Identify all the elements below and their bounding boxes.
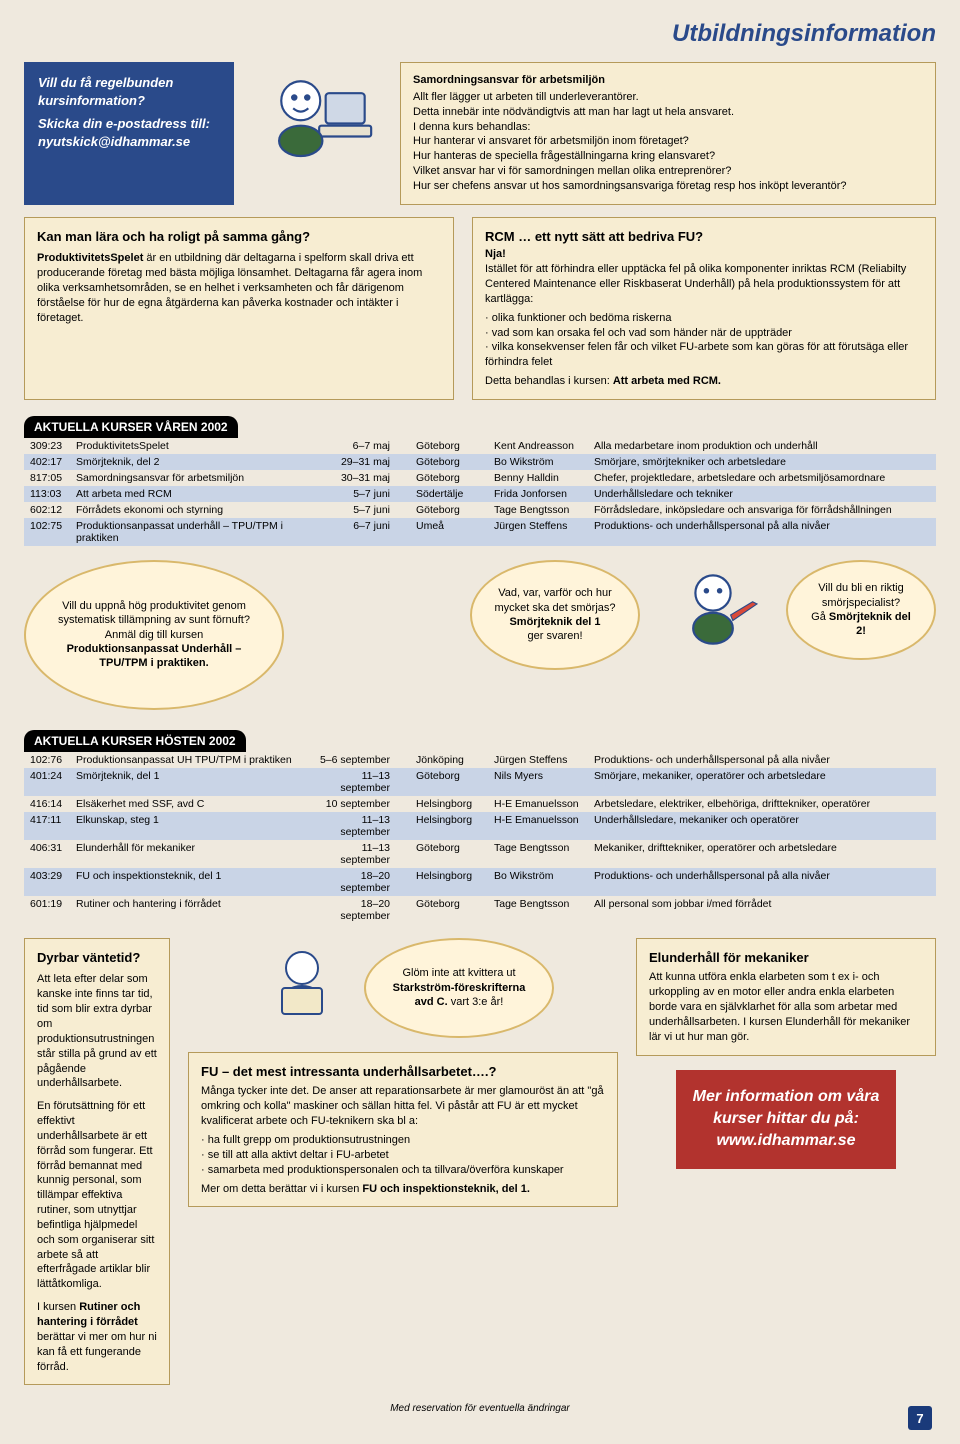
dyrbar-box: Dyrbar väntetid? Att leta efter delar so…: [24, 938, 170, 1385]
bubble2-l1: Vad, var, varför och hur mycket ska det …: [492, 586, 618, 615]
bottom-row: Dyrbar väntetid? Att leta efter delar so…: [24, 938, 936, 1385]
red-block: Mer information om våra kurser hittar du…: [676, 1070, 896, 1169]
rcm-p2: Detta behandlas i kursen: Att arbeta med…: [485, 374, 923, 389]
bubble3-l1: Vill du bli en riktig smörjspecialist?: [808, 581, 914, 610]
bottom-right: Elunderhåll för mekaniker Att kunna utfö…: [636, 938, 936, 1169]
newsletter-block: Vill du få regelbunden kursinformation? …: [24, 62, 234, 205]
table-row: 403:29FU och inspektionsteknik, del 118–…: [24, 868, 936, 896]
mid-bubbles: Vill du uppnå hög produktivitet genom sy…: [24, 560, 936, 710]
fu-bullets: ha fullt grepp om produktionsutrustninge…: [201, 1133, 605, 1178]
fu-box: FU – det mest intressanta underhållsarbe…: [188, 1052, 618, 1207]
table-row: 102:75Produktionsanpassat underhåll – TP…: [24, 518, 936, 546]
dyrbar-p2: En förutsättning för ett effektivt under…: [37, 1099, 157, 1292]
rcm-head: RCM … ett nytt sätt att bedriva FU?: [485, 228, 923, 246]
dyrbar-head: Dyrbar väntetid?: [37, 949, 157, 967]
bubble1-l2: Anmäl dig till kursen: [46, 628, 262, 642]
table-row: 406:31Elunderhåll för mekaniker11–13 sep…: [24, 840, 936, 868]
newsletter-l2: Skicka din e-postadress till: nyutskick@…: [38, 115, 220, 150]
page-title: Utbildningsinformation: [24, 20, 936, 48]
fu-p2: Mer om detta berättar vi i kursen FU och…: [201, 1182, 605, 1197]
table-row: 817:05Samordningsansvar för arbetsmiljön…: [24, 470, 936, 486]
rcm-b2: vad som kan orsaka fel och vad som hände…: [485, 326, 923, 341]
bottom-mid: Glöm inte att kvittera ut Starkström-för…: [188, 938, 618, 1207]
bubble2-l2: Smörjteknik del 1: [492, 615, 618, 629]
page-number: 7: [908, 1406, 932, 1430]
spring-table: 309:23ProduktivitetsSpelet6–7 majGötebor…: [24, 438, 936, 546]
red-l1: Mer information om våra kurser hittar du…: [690, 1086, 882, 1131]
fall-table: 102:76Produktionsanpassat UH TPU/TPM i p…: [24, 752, 936, 924]
dyrbar-p1: Att leta efter delar som kanske inte fin…: [37, 972, 157, 1091]
table-row: 102:76Produktionsanpassat UH TPU/TPM i p…: [24, 752, 936, 768]
samo-p1: Allt fler lägger ut arbeten till underle…: [413, 90, 923, 105]
bubble-smorj1: Vad, var, varför och hur mycket ska det …: [470, 560, 640, 670]
newsletter-l1: Vill du få regelbunden kursinformation?: [38, 74, 220, 109]
table-row: 309:23ProduktivitetsSpelet6–7 majGötebor…: [24, 438, 936, 454]
samo-b3: Vilket ansvar har vi för samordningen me…: [413, 164, 923, 179]
red-l2: www.idhammar.se: [690, 1130, 882, 1152]
rcm-nja: Nja!: [485, 247, 923, 262]
rcm-b1: olika funktioner och bedöma riskerna: [485, 311, 923, 326]
table-row: 416:14Elsäkerhet med SSF, avd C10 septem…: [24, 796, 936, 812]
prod-text: ProduktivitetsSpelet ProduktivitetsSpele…: [37, 251, 441, 325]
samo-head: Samordningsansvar för arbetsmiljön: [413, 73, 923, 88]
samo-b1: Hur hanterar vi ansvaret för arbetsmiljö…: [413, 134, 923, 149]
fu-b3: samarbeta med produktionspersonalen och …: [201, 1163, 605, 1178]
table-row: 601:19Rutiner och hantering i förrådet18…: [24, 896, 936, 924]
spring-header: AKTUELLA KURSER VÅREN 2002: [24, 416, 238, 438]
top-row: Vill du få regelbunden kursinformation? …: [24, 62, 936, 205]
bubble4-text: Glöm inte att kvittera ut Starkström-för…: [386, 966, 532, 1009]
table-row: 113:03Att arbeta med RCM5–7 juniSödertäl…: [24, 486, 936, 502]
mascot-computer-icon: [252, 62, 382, 172]
prod-head: Kan man lära och ha roligt på samma gång…: [37, 228, 441, 246]
rcm-box: RCM … ett nytt sätt att bedriva FU? Nja!…: [472, 217, 936, 400]
fu-b1: ha fullt grepp om produktionsutrustninge…: [201, 1133, 605, 1148]
prod-box: Kan man lära och ha roligt på samma gång…: [24, 217, 454, 400]
bubble1-l1: Vill du uppnå hög produktivitet genom sy…: [46, 599, 262, 628]
samo-p2: Detta innebär inte nödvändigtvis att man…: [413, 105, 923, 120]
bubble-smorj2: Vill du bli en riktig smörjspecialist? G…: [786, 560, 936, 660]
rcm-p1: Istället för att förhindra eller upptäck…: [485, 262, 923, 307]
bubble3-l2: Gå Smörjteknik del 2!: [808, 610, 914, 639]
bubble1-l3: Produktionsanpassat Underhåll – TPU/TPM …: [46, 642, 262, 671]
second-row: Kan man lära och ha roligt på samma gång…: [24, 217, 936, 400]
fu-p1: Många tycker inte det. De anser att repa…: [201, 1084, 605, 1129]
table-row: 417:11Elkunskap, steg 111–13 septemberHe…: [24, 812, 936, 840]
table-row: 602:12Förrådets ekonomi och styrning5–7 …: [24, 502, 936, 518]
rcm-bullets: olika funktioner och bedöma riskerna vad…: [485, 311, 923, 370]
table-row: 402:17Smörjteknik, del 229–31 majGötebor…: [24, 454, 936, 470]
mascot-reading-icon: [252, 938, 352, 1038]
mascot-oilcan-icon: [658, 560, 768, 670]
elund-head: Elunderhåll för mekaniker: [649, 949, 923, 967]
footer-note: Med reservation för eventuella ändringar: [24, 1403, 936, 1414]
fu-head: FU – det mest intressanta underhållsarbe…: [201, 1063, 605, 1081]
bubble-stark: Glöm inte att kvittera ut Starkström-för…: [364, 938, 554, 1038]
table-row: 401:24Smörjteknik, del 111–13 septemberG…: [24, 768, 936, 796]
elund-box: Elunderhåll för mekaniker Att kunna utfö…: [636, 938, 936, 1056]
dyrbar-p3: I kursen Rutiner och hantering i förråde…: [37, 1300, 157, 1374]
samo-box: Samordningsansvar för arbetsmiljön Allt …: [400, 62, 936, 205]
rcm-b3: vilka konsekvenser felen får och vilket …: [485, 340, 923, 370]
samo-p3: I denna kurs behandlas:: [413, 120, 923, 135]
bubble2-l3: ger svaren!: [492, 629, 618, 643]
fall-header: AKTUELLA KURSER HÖSTEN 2002: [24, 730, 246, 752]
bubble-tpu: Vill du uppnå hög produktivitet genom sy…: [24, 560, 284, 710]
elund-p: Att kunna utföra enkla elarbeten som t e…: [649, 970, 923, 1044]
samo-b2: Hur hanteras de speciella frågeställning…: [413, 149, 923, 164]
samo-b4: Hur ser chefens ansvar ut hos samordning…: [413, 179, 923, 194]
fu-b2: se till att alla aktivt deltar i FU-arbe…: [201, 1148, 605, 1163]
